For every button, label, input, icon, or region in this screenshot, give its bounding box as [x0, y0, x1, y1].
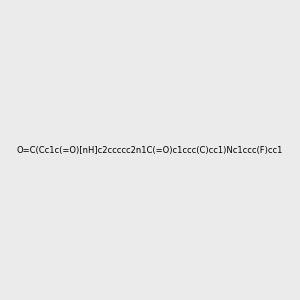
Text: O=C(Cc1c(=O)[nH]c2ccccc2n1C(=O)c1ccc(C)cc1)Nc1ccc(F)cc1: O=C(Cc1c(=O)[nH]c2ccccc2n1C(=O)c1ccc(C)c… — [17, 146, 283, 154]
